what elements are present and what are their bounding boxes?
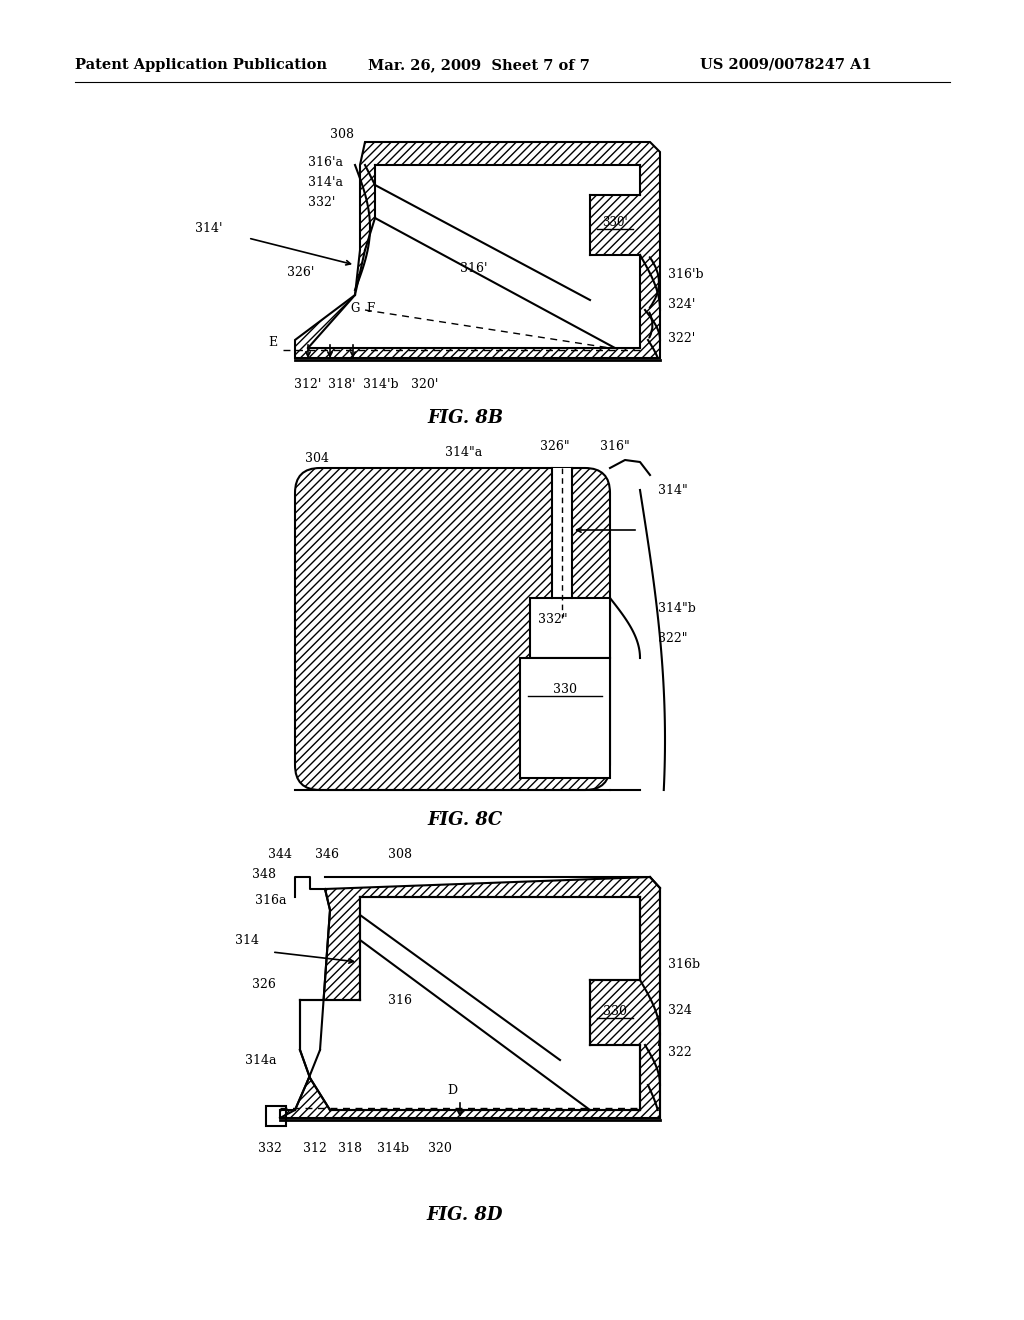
Text: 316'a: 316'a [308,156,343,169]
Text: 316: 316 [388,994,412,1006]
Text: 314'b: 314'b [364,378,398,391]
Text: 314"a: 314"a [445,446,482,458]
Text: Mar. 26, 2009  Sheet 7 of 7: Mar. 26, 2009 Sheet 7 of 7 [368,58,590,73]
Text: 316a: 316a [255,894,287,907]
Text: 324: 324 [668,1003,692,1016]
Text: 330: 330 [603,1005,627,1018]
Text: 314: 314 [234,933,259,946]
Text: 316': 316' [460,261,487,275]
Text: 326": 326" [540,440,569,453]
Text: 332: 332 [258,1142,282,1155]
Text: 348: 348 [252,869,276,882]
Bar [266,1106,286,1126]
Text: FIG. 8C: FIG. 8C [427,810,503,829]
Text: D: D [446,1084,457,1097]
Text: 344: 344 [268,849,292,862]
Text: 330': 330' [602,215,628,228]
Text: 312: 312 [303,1142,327,1155]
Text: 316'b: 316'b [668,268,703,281]
Text: 314": 314" [658,483,688,496]
Text: 320': 320' [412,378,438,391]
Polygon shape [300,898,640,1110]
Polygon shape [280,876,660,1118]
Polygon shape [308,165,640,348]
Text: 346: 346 [315,849,339,862]
Text: 322': 322' [668,331,695,345]
Text: 308: 308 [330,128,354,141]
Text: 314"b: 314"b [658,602,696,615]
Text: FIG. 8D: FIG. 8D [427,1206,503,1224]
FancyBboxPatch shape [295,469,610,789]
Text: 324': 324' [668,298,695,312]
Text: G: G [350,301,359,314]
Text: 326: 326 [252,978,275,991]
Text: 322: 322 [668,1045,692,1059]
Text: US 2009/0078247 A1: US 2009/0078247 A1 [700,58,871,73]
Bar [520,657,610,777]
Text: 312': 312' [294,378,322,391]
Text: 314a: 314a [245,1053,276,1067]
Text: 332': 332' [308,195,336,209]
Text: 304: 304 [305,451,329,465]
Text: FIG. 8B: FIG. 8B [427,409,503,426]
Text: 320: 320 [428,1142,452,1155]
Text: 314': 314' [195,222,222,235]
Text: 316b: 316b [668,958,700,972]
Text: E: E [268,335,278,348]
Text: Patent Application Publication: Patent Application Publication [75,58,327,73]
Text: F: F [366,301,374,314]
Text: 314b: 314b [377,1142,409,1155]
Text: 308: 308 [388,849,412,862]
Text: 318': 318' [329,378,355,391]
Text: 318: 318 [338,1142,362,1155]
Text: 332": 332" [538,612,567,626]
Text: 330: 330 [553,682,577,696]
Text: 316": 316" [600,440,630,453]
Text: 326': 326' [287,265,314,279]
Bar [530,598,610,657]
Bar [552,469,572,598]
Polygon shape [295,143,660,358]
Text: 314'a: 314'a [308,176,343,189]
Text: 322": 322" [658,631,687,644]
